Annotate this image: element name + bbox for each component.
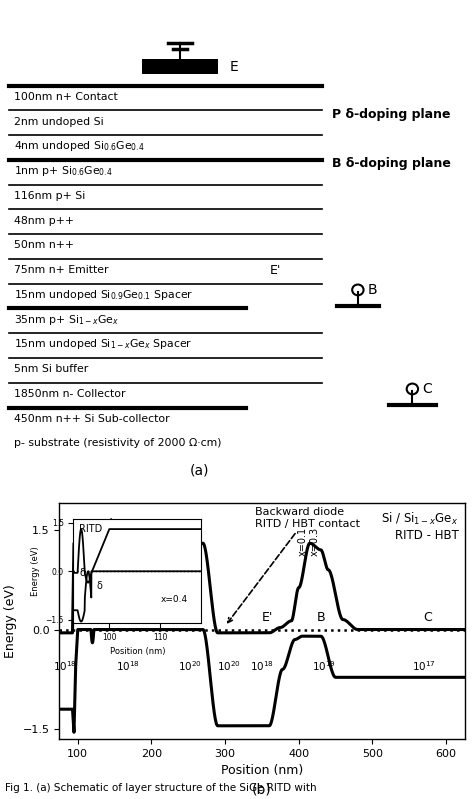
Bar [142, 59, 218, 74]
Text: E': E' [262, 610, 273, 623]
Text: B: B [317, 610, 325, 623]
Text: 450nm n++ Si Sub-collector: 450nm n++ Si Sub-collector [14, 414, 170, 423]
Text: Fig 1. (a) Schematic of layer structure of the SiGe RITD with: Fig 1. (a) Schematic of layer structure … [5, 782, 316, 793]
Text: 48nm p++: 48nm p++ [14, 216, 74, 225]
Text: Backward diode
RITD / HBT contact: Backward diode RITD / HBT contact [228, 507, 359, 622]
X-axis label: Position (nm): Position (nm) [221, 765, 303, 777]
Text: B δ-doping plane: B δ-doping plane [332, 157, 451, 170]
Text: 1850nm n- Collector: 1850nm n- Collector [14, 389, 126, 399]
Text: 15nm undoped Si$_{0.9}$Ge$_{0.1}$ Spacer: 15nm undoped Si$_{0.9}$Ge$_{0.1}$ Spacer [14, 288, 193, 302]
Text: 75nm n+ Emitter: 75nm n+ Emitter [14, 265, 109, 275]
Text: C: C [423, 610, 432, 623]
Text: $10^{20}$: $10^{20}$ [178, 659, 202, 673]
Text: δ: δ [80, 568, 85, 578]
Text: 1nm p+ Si$_{0.6}$Ge$_{0.4}$: 1nm p+ Si$_{0.6}$Ge$_{0.4}$ [14, 164, 113, 178]
Text: E: E [230, 60, 238, 74]
Y-axis label: Energy (eV): Energy (eV) [4, 584, 17, 658]
Text: 15nm undoped Si$_{1-x}$Ge$_x$ Spacer: 15nm undoped Si$_{1-x}$Ge$_x$ Spacer [14, 337, 192, 352]
Text: $10^{17}$: $10^{17}$ [412, 659, 436, 673]
Text: Si / Si$_{1-x}$Ge$_x$
RITD - HBT: Si / Si$_{1-x}$Ge$_x$ RITD - HBT [382, 511, 458, 542]
Text: $10^{18}$: $10^{18}$ [250, 659, 274, 673]
Text: P δ-doping plane: P δ-doping plane [332, 108, 450, 121]
Y-axis label: Energy (eV): Energy (eV) [31, 547, 40, 596]
Text: E': E' [270, 264, 282, 276]
Text: $10^{18}$: $10^{18}$ [116, 659, 140, 673]
Text: $10^{19}$: $10^{19}$ [312, 659, 337, 673]
Text: x=0.3: x=0.3 [310, 527, 320, 556]
Text: 50nm n++: 50nm n++ [14, 240, 74, 250]
Text: (a): (a) [189, 463, 209, 477]
Text: (b): (b) [252, 783, 272, 797]
Text: 4nm undoped Si$_{0.6}$Ge$_{0.4}$: 4nm undoped Si$_{0.6}$Ge$_{0.4}$ [14, 139, 145, 153]
Text: 100nm n+ Contact: 100nm n+ Contact [14, 92, 118, 101]
Text: 116nm p+ Si: 116nm p+ Si [14, 191, 85, 201]
Text: 35nm p+ Si$_{1-x}$Ge$_x$: 35nm p+ Si$_{1-x}$Ge$_x$ [14, 312, 119, 327]
Text: B: B [367, 283, 377, 297]
Text: RITD: RITD [79, 523, 102, 534]
Text: p- substrate (resistivity of 2000 Ω·cm): p- substrate (resistivity of 2000 Ω·cm) [14, 439, 222, 448]
Text: x=0.4: x=0.4 [161, 595, 188, 604]
Text: 2nm undoped Si: 2nm undoped Si [14, 117, 104, 126]
Text: δ: δ [97, 581, 102, 591]
X-axis label: Position (nm): Position (nm) [109, 647, 165, 657]
Text: C: C [422, 382, 432, 396]
Text: $10^{18}$: $10^{18}$ [53, 659, 77, 673]
Text: x=0.1: x=0.1 [297, 527, 308, 556]
Text: $10^{20}$: $10^{20}$ [217, 659, 241, 673]
Text: 5nm Si buffer: 5nm Si buffer [14, 364, 89, 374]
